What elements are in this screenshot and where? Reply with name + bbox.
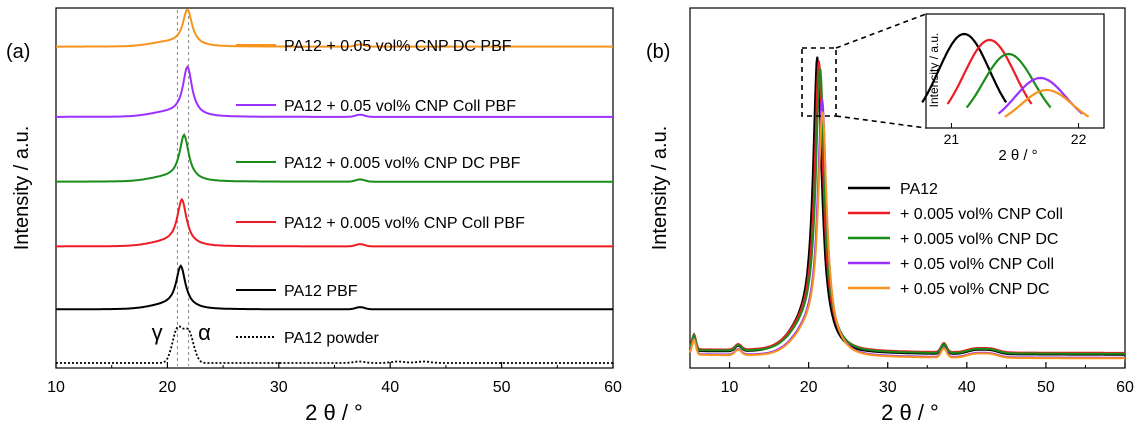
zoom-connector-bottom <box>835 115 927 129</box>
inset-x-tick-label-0: 21 <box>944 131 960 147</box>
zoom-connector-top <box>835 13 927 49</box>
panel-a-x-tick-label-4: 50 <box>493 379 511 396</box>
panel-a-x-tick-label-3: 40 <box>381 379 399 396</box>
panel-b-legend-label-4: + 0.05 vol% CNP DC <box>900 281 1050 298</box>
inset: 21 22 Intensity / a.u. 2 θ / ° <box>921 13 1105 164</box>
inset-series-line-1 <box>946 38 1033 105</box>
inset-x-tick-label-1: 22 <box>1071 131 1087 147</box>
panel-b-legend-label-1: + 0.005 vol% CNP Coll <box>900 206 1063 223</box>
panel-a-label: (a) <box>6 41 30 63</box>
panel-a-legend-label-3: PA12 + 0.005 vol% CNP Coll PBF <box>284 215 525 232</box>
panel-a-reference-lines <box>176 10 190 366</box>
panel-b-legend-label-3: + 0.05 vol% CNP Coll <box>900 256 1054 273</box>
inset-x-ticks: 21 22 <box>944 123 1087 147</box>
panel-b-legend-label-0: PA12 <box>900 181 938 198</box>
panel-a-x-tick-label-0: 10 <box>47 379 65 396</box>
panel-b-series-line-3 <box>689 98 1125 359</box>
panel-a-plot-frame <box>55 7 614 369</box>
panel-b-x-tick-label-1: 20 <box>800 379 818 396</box>
panel-b-x-axis-label: 2 θ / ° <box>881 400 939 425</box>
panel-b-plot-frame <box>689 7 1126 369</box>
inset-traces <box>921 32 1090 118</box>
panel-b: (b) Intensity / a.u. 2 θ / ° 10 20 30 40 50 6… <box>646 7 1134 425</box>
inset-series-line-4 <box>1004 88 1090 118</box>
zoom-region-box <box>801 47 837 117</box>
alpha-annotation: α <box>198 320 211 345</box>
inset-y-axis-label: Intensity / a.u. <box>927 33 941 108</box>
panel-a-series-line-3 <box>56 197 613 248</box>
panel-a: (a) Intensity / a.u. 2 θ / ° 10 20 30 40 50 6… <box>6 7 622 425</box>
panel-a-y-axis-label: Intensity / a.u. <box>11 126 33 251</box>
panel-a-legend-label-2: PA12 + 0.005 vol% CNP DC PBF <box>284 155 521 172</box>
panel-a-x-tick-label-1: 20 <box>159 379 177 396</box>
inset-x-axis-label: 2 θ / ° <box>998 147 1037 164</box>
inset-frame <box>925 13 1105 129</box>
panel-a-legend-label-4: PA12 PBF <box>284 283 358 300</box>
panel-b-traces <box>689 56 1125 360</box>
panel-a-x-ticks: 10 20 30 40 50 60 <box>47 362 622 396</box>
panel-b-y-axis-label: Intensity / a.u. <box>649 126 671 251</box>
panel-a-legend: PA12 + 0.05 vol% CNP DC PBF PA12 + 0.05 v… <box>236 38 525 347</box>
panel-b-series-line-4 <box>689 110 1125 360</box>
panel-b-x-tick-label-4: 50 <box>1037 379 1055 396</box>
panel-b-x-tick-label-5: 60 <box>1116 379 1134 396</box>
panel-a-legend-label-0: PA12 + 0.05 vol% CNP DC PBF <box>284 38 512 55</box>
panel-a-series-line-1 <box>56 65 613 118</box>
panel-b-x-tick-label-3: 40 <box>958 379 976 396</box>
panel-b-legend-label-2: + 0.005 vol% CNP DC <box>900 231 1058 248</box>
panel-a-traces <box>56 7 613 364</box>
panel-a-series-line-2 <box>56 133 613 183</box>
panel-a-series-line-5 <box>56 325 613 364</box>
inset-series-line-0 <box>921 32 1008 103</box>
panel-a-x-tick-label-2: 30 <box>270 379 288 396</box>
panel-b-x-tick-label-0: 10 <box>721 379 739 396</box>
panel-a-series-line-0 <box>56 7 613 48</box>
panel-a-x-axis-label: 2 θ / ° <box>305 400 363 425</box>
panel-a-x-tick-label-5: 60 <box>604 379 622 396</box>
panel-b-x-ticks: 10 20 30 40 50 60 <box>721 362 1134 396</box>
panel-b-label: (b) <box>646 41 670 63</box>
gamma-annotation: γ <box>152 320 163 345</box>
inset-series-line-2 <box>965 52 1052 109</box>
panel-a-legend-label-5: PA12 powder <box>284 330 380 347</box>
panel-a-legend-label-1: PA12 + 0.05 vol% CNP Coll PBF <box>284 98 516 115</box>
panel-b-series-line-2 <box>689 67 1125 355</box>
panel-b-legend: PA12 + 0.005 vol% CNP Coll + 0.005 vol% CN… <box>848 181 1063 298</box>
panel-b-x-tick-label-2: 30 <box>879 379 897 396</box>
panel-a-series-line-4 <box>56 264 613 311</box>
